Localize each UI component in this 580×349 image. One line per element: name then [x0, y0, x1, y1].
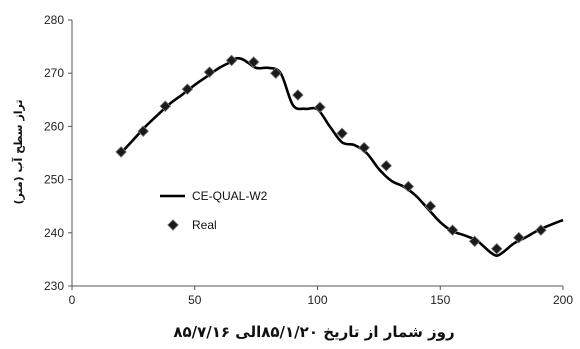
- data-point-real: [247, 56, 260, 68]
- y-tick-label: 270: [44, 66, 64, 80]
- y-tick-label: 230: [44, 279, 64, 293]
- data-point-real: [269, 67, 282, 79]
- y-tick-label: 260: [44, 119, 64, 133]
- data-point-real: [380, 160, 393, 172]
- data-point-real: [336, 127, 348, 140]
- series-markers-group: [115, 54, 547, 255]
- legend-marker-swatch: [167, 219, 179, 231]
- x-tick-label: 200: [553, 293, 573, 307]
- data-point-real: [203, 66, 216, 78]
- legend: CE-QUAL-W2 Real: [160, 189, 268, 232]
- data-point-real: [292, 89, 304, 101]
- data-point-real: [424, 200, 437, 212]
- series-line-group: [120, 56, 564, 257]
- data-point-real: [225, 54, 238, 67]
- data-point-real: [402, 180, 415, 193]
- data-point-real: [159, 100, 172, 112]
- data-point-real: [446, 224, 459, 236]
- data-point-real: [535, 224, 547, 236]
- data-point-real: [468, 235, 481, 248]
- axes: 230 240 250 260 270 280 0 50 100 150 200: [44, 13, 573, 307]
- data-point-real: [137, 125, 149, 137]
- y-tick-label: 240: [44, 226, 64, 240]
- y-tick-label: 280: [44, 13, 64, 27]
- data-point-real: [358, 141, 370, 154]
- x-tick-label: 100: [307, 293, 327, 307]
- x-tick-label: 150: [430, 293, 450, 307]
- data-point-real: [490, 242, 503, 255]
- data-point-real: [513, 231, 525, 244]
- x-tick-label: 50: [188, 293, 202, 307]
- data-point-real: [181, 83, 194, 95]
- legend-label-ce-qual-w2: CE-QUAL-W2: [192, 189, 268, 203]
- legend-label-real: Real: [192, 218, 217, 232]
- y-tick-label: 250: [44, 173, 64, 187]
- data-point-real: [314, 101, 326, 114]
- x-tick-label: 0: [69, 293, 76, 307]
- y-axis-title: تراز سطح آب (متر): [11, 99, 25, 204]
- x-axis-title: روز شمار از تاریخ ۸۵/۱/۲۰الی ۸۵/۷/۱۶: [173, 323, 454, 341]
- data-point-real: [115, 146, 127, 158]
- series-line-ce-qual-w2: [120, 56, 564, 257]
